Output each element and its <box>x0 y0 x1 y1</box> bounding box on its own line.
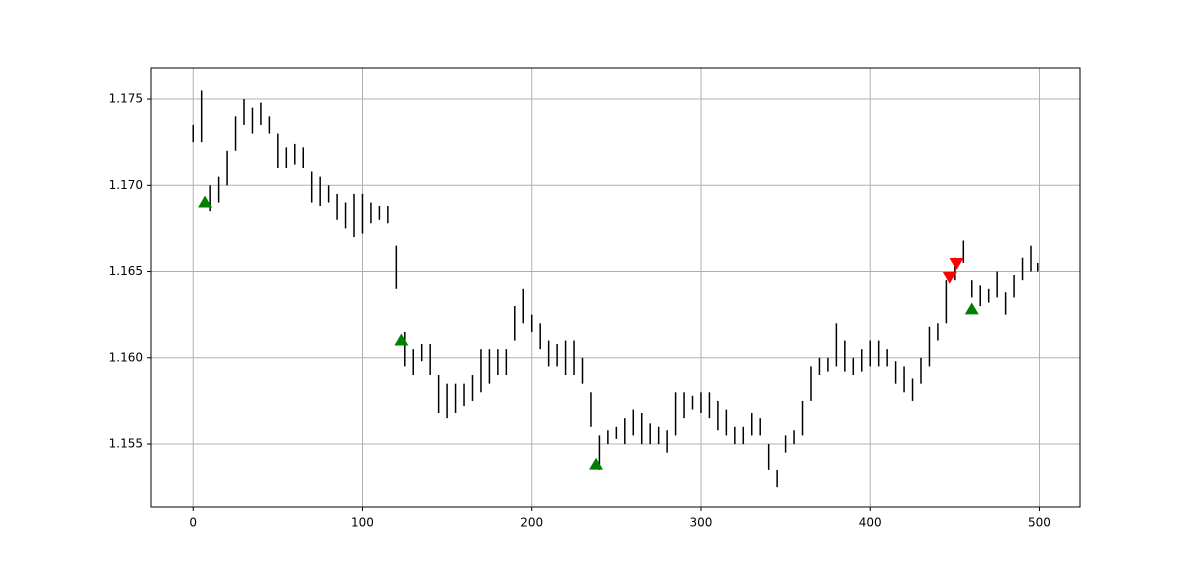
y-tick-label: 1.170 <box>109 178 143 192</box>
plot-area <box>151 68 1080 507</box>
buy-signal <box>964 302 979 315</box>
y-tick-label: 1.160 <box>109 350 143 364</box>
x-tick-label: 100 <box>351 516 374 530</box>
y-tick-label: 1.175 <box>109 92 143 106</box>
buy-signal <box>198 195 213 208</box>
x-tick-label: 500 <box>1028 516 1051 530</box>
sell-signal <box>949 258 964 270</box>
y-tick-label: 1.165 <box>109 264 143 278</box>
sell-signal <box>942 271 957 284</box>
x-tick-label: 0 <box>189 516 197 530</box>
buy-signal <box>394 333 409 346</box>
x-tick-label: 200 <box>520 516 543 530</box>
y-tick-label: 1.155 <box>109 437 143 451</box>
x-tick-label: 400 <box>859 516 882 530</box>
plot-frame <box>150 67 1081 508</box>
x-tick-label: 300 <box>690 516 713 530</box>
buy-signal <box>589 457 604 470</box>
